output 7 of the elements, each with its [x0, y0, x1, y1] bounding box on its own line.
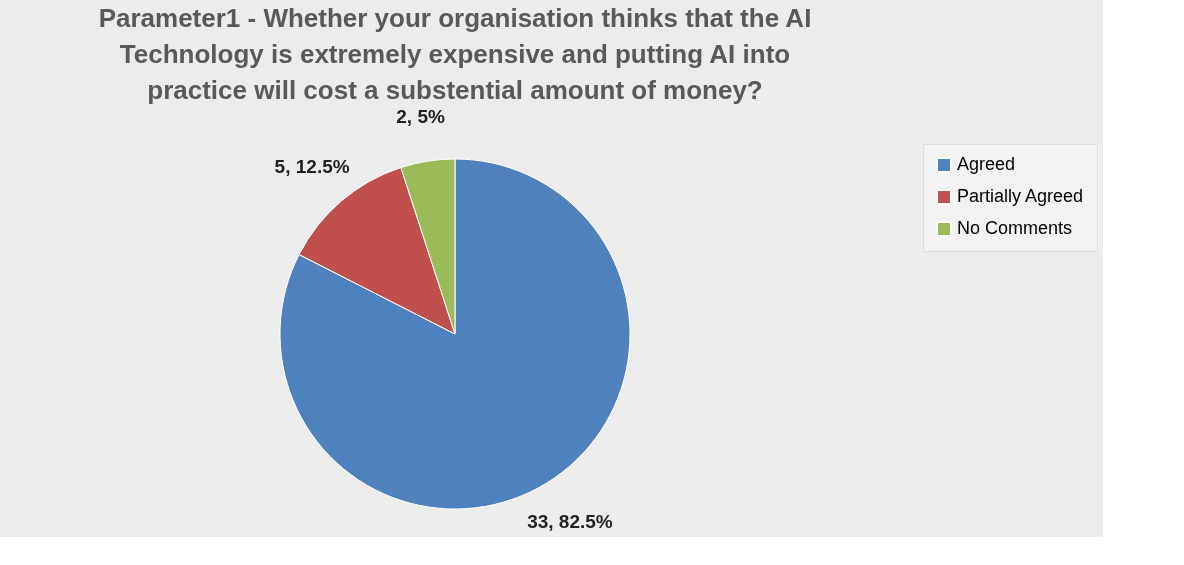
- legend-label: Agreed: [957, 154, 1016, 174]
- data-label: 33, 82.5%: [527, 510, 613, 532]
- data-label: 5, 12.5%: [274, 155, 350, 177]
- legend-label: Partially Agreed: [957, 186, 1084, 206]
- data-label: 2, 5%: [396, 105, 445, 127]
- legend-label: No Comments: [957, 218, 1073, 238]
- chart-title: Parameter1 - Whether your organisation thinks that the AI Technology is extremely expensive and putting AI into practice will cost a substential amount of money?: [98, 2, 812, 105]
